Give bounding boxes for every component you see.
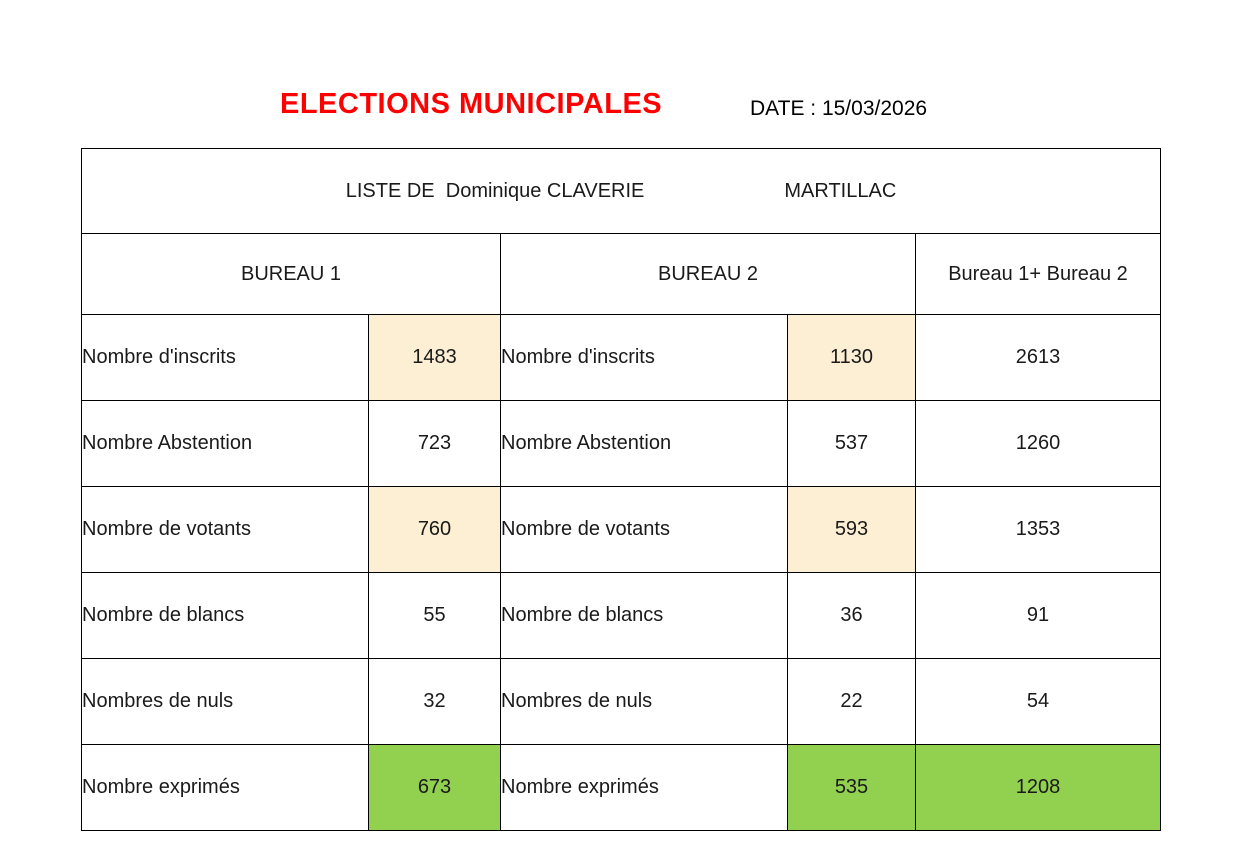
row-label-bureau1: Nombre Abstention [81,400,369,487]
bureau2-header: BUREAU 2 [500,233,916,315]
row-total-value: 1260 [915,400,1161,487]
total-header: Bureau 1+ Bureau 2 [915,233,1161,315]
row-value-bureau2: 1130 [787,314,916,401]
row-label-bureau1: Nombre d'inscrits [81,314,369,401]
row-total-value: 1208 [915,744,1161,831]
results-table: LISTE DE Dominique CLAVERIE MARTILLAC BU… [81,148,1161,831]
row-value-bureau1: 723 [368,400,501,487]
table-row-votants: Nombre de votants 760 Nombre de votants … [81,486,1161,573]
row-label-bureau2: Nombre de votants [500,486,788,573]
row-label-bureau2: Nombre exprimés [500,744,788,831]
row-label-bureau2: Nombre de blancs [500,572,788,659]
date-line: DATE : 15/03/2026 [750,97,927,121]
bureaux-header-row: BUREAU 1 BUREAU 2 Bureau 1+ Bureau 2 [81,233,1161,315]
row-label-bureau1: Nombre exprimés [81,744,369,831]
bureau1-header: BUREAU 1 [81,233,501,315]
date-label: DATE : [750,97,822,120]
page-title: ELECTIONS MUNICIPALES [280,88,663,120]
row-total-value: 2613 [915,314,1161,401]
row-value-bureau1: 760 [368,486,501,573]
row-value-bureau2: 537 [787,400,916,487]
row-total-value: 1353 [915,486,1161,573]
row-value-bureau2: 36 [787,572,916,659]
row-label-bureau1: Nombre de blancs [81,572,369,659]
table-row-inscrits: Nombre d'inscrits 1483 Nombre d'inscrits… [81,314,1161,401]
row-label-bureau2: Nombre Abstention [500,400,788,487]
banner-cell: LISTE DE Dominique CLAVERIE MARTILLAC [81,148,1161,234]
table-row-blancs: Nombre de blancs 55 Nombre de blancs 36 … [81,572,1161,659]
commune-name: MARTILLAC [784,179,897,202]
row-label-bureau1: Nombres de nuls [81,658,369,745]
row-label-bureau1: Nombre de votants [81,486,369,573]
liste-name: LISTE DE Dominique CLAVERIE [345,179,645,202]
row-label-bureau2: Nombres de nuls [500,658,788,745]
row-value-bureau2: 535 [787,744,916,831]
row-value-bureau1: 673 [368,744,501,831]
date-value: 15/03/2026 [821,97,928,120]
row-label-bureau2: Nombre d'inscrits [500,314,788,401]
row-value-bureau1: 1483 [368,314,501,401]
row-total-value: 91 [915,572,1161,659]
row-value-bureau2: 593 [787,486,916,573]
row-total-value: 54 [915,658,1161,745]
row-value-bureau1: 55 [368,572,501,659]
table-row-abstention: Nombre Abstention 723 Nombre Abstention … [81,400,1161,487]
banner-row: LISTE DE Dominique CLAVERIE MARTILLAC [81,148,1161,234]
row-value-bureau2: 22 [787,658,916,745]
table-row-exprimes: Nombre exprimés 673 Nombre exprimés 535 … [81,744,1161,831]
row-value-bureau1: 32 [368,658,501,745]
page-header: ELECTIONS MUNICIPALES DATE : 15/03/2026 [0,0,1254,148]
table-row-nuls: Nombres de nuls 32 Nombres de nuls 22 54 [81,658,1161,745]
